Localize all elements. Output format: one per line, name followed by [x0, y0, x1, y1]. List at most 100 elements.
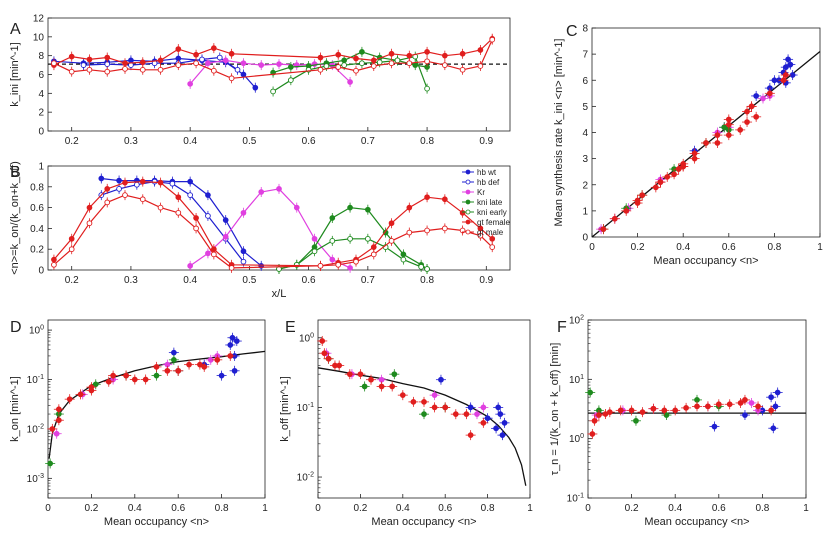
- data-point: [418, 264, 425, 270]
- data-point: [353, 55, 359, 62]
- panel-label: C: [566, 23, 578, 40]
- data-point: [431, 392, 438, 398]
- data-point: [346, 371, 353, 378]
- data-point: [157, 66, 164, 73]
- y-tick-label: 102: [569, 315, 584, 327]
- y-tick-label: 1: [38, 162, 44, 173]
- data-point: [234, 66, 241, 73]
- y-tick-label: 5: [582, 102, 588, 113]
- data-point: [477, 47, 484, 53]
- data-point: [424, 194, 430, 201]
- panel-c: 0 0.2 0.4 0.6 0.8 1 0 1 2 3 4 5 6 7 8 Mean occupancy <n…: [553, 23, 823, 267]
- data-point: [480, 404, 487, 411]
- series-kni-late: [270, 46, 430, 78]
- data-point: [153, 364, 160, 370]
- data-point: [424, 227, 430, 234]
- series-line: [53, 39, 493, 79]
- data-point: [652, 184, 659, 191]
- plot-frame: [587, 319, 807, 499]
- data-point: [391, 371, 398, 378]
- data-point: [406, 52, 413, 59]
- y-tick-label: 7: [582, 50, 588, 61]
- x-tick-label: 0.6: [712, 503, 726, 514]
- data-point: [410, 399, 417, 405]
- data-point: [389, 383, 396, 390]
- legend-entry: gt male: [477, 228, 504, 237]
- legend-marker: [465, 179, 471, 185]
- x-tick-label: 0.8: [755, 503, 769, 514]
- data-point: [441, 225, 448, 232]
- series-line: [272, 55, 428, 92]
- data-point: [770, 425, 777, 432]
- data-point: [694, 403, 700, 410]
- legend-marker: [465, 209, 471, 215]
- data-point: [80, 62, 87, 68]
- data-point: [370, 244, 377, 250]
- data-point: [691, 155, 698, 162]
- data-point: [714, 140, 721, 146]
- x-tick-label: 1: [817, 242, 823, 253]
- data-point: [459, 209, 466, 216]
- data-point: [317, 54, 324, 61]
- data-point: [467, 432, 474, 438]
- data-point: [441, 62, 448, 68]
- series-gt-male: [319, 348, 476, 441]
- data-point: [742, 412, 748, 418]
- data-point: [785, 56, 791, 63]
- y-tick-label: 4: [38, 89, 44, 100]
- data-point: [766, 90, 773, 97]
- x-tick-label: 0.2: [625, 503, 639, 514]
- data-point: [169, 180, 176, 187]
- data-point: [406, 60, 413, 67]
- data-point: [187, 178, 194, 185]
- legend-entry: hb wt: [477, 168, 497, 177]
- data-point: [617, 407, 624, 414]
- data-point: [431, 404, 438, 411]
- data-point: [171, 349, 177, 356]
- x-tick-label: 0.4: [183, 275, 197, 286]
- data-point: [175, 46, 182, 52]
- x-axis-label: Mean occupancy <n>: [653, 255, 758, 267]
- data-point: [218, 372, 225, 379]
- y-axis-label: <n>=k_on/(k_on+k_off): [9, 161, 21, 275]
- data-point: [359, 60, 365, 67]
- series-line: [278, 238, 428, 270]
- data-point: [424, 266, 430, 272]
- legend-entry: hb def: [477, 178, 500, 187]
- y-tick-label: 2: [582, 180, 588, 191]
- series-line: [101, 177, 262, 267]
- x-tick-label: 0.5: [242, 275, 256, 286]
- y-tick-label: 1: [582, 206, 588, 217]
- panel-b: 0.2 0.3 0.4 0.5 0.6 0.7 0.8 0.9 0 0.2 0.4 0.6 0.8 1 x/…: [9, 161, 510, 300]
- data-point: [353, 258, 359, 265]
- series-hb-wt: [168, 332, 242, 381]
- data-point: [210, 67, 217, 74]
- data-point: [229, 334, 236, 341]
- data-point: [452, 411, 459, 418]
- data-point: [193, 60, 199, 67]
- y-axis-label: τ_n = 1/(k_on + k_off) [min]: [549, 343, 561, 476]
- data-point: [459, 50, 466, 57]
- data-point: [748, 400, 755, 406]
- y-tick-label: 0.8: [30, 182, 44, 193]
- legend-marker: [465, 169, 471, 175]
- data-point: [489, 36, 496, 43]
- data-point: [233, 338, 240, 344]
- x-tick-label: 0.7: [361, 136, 375, 147]
- data-point: [201, 364, 208, 370]
- data-point: [329, 215, 336, 221]
- series-gt-female: [587, 397, 777, 439]
- data-point: [737, 127, 744, 133]
- data-point: [753, 113, 760, 120]
- y-tick-label: 0: [38, 127, 44, 138]
- x-axis-label: Mean occupancy <n>: [104, 516, 209, 528]
- data-point: [175, 209, 182, 216]
- data-point: [744, 108, 750, 115]
- data-point: [748, 103, 755, 110]
- data-point: [495, 404, 502, 411]
- y-tick-label: 6: [38, 70, 44, 81]
- x-tick-label: 1: [527, 503, 533, 514]
- data-point: [335, 64, 342, 70]
- data-point: [319, 338, 326, 344]
